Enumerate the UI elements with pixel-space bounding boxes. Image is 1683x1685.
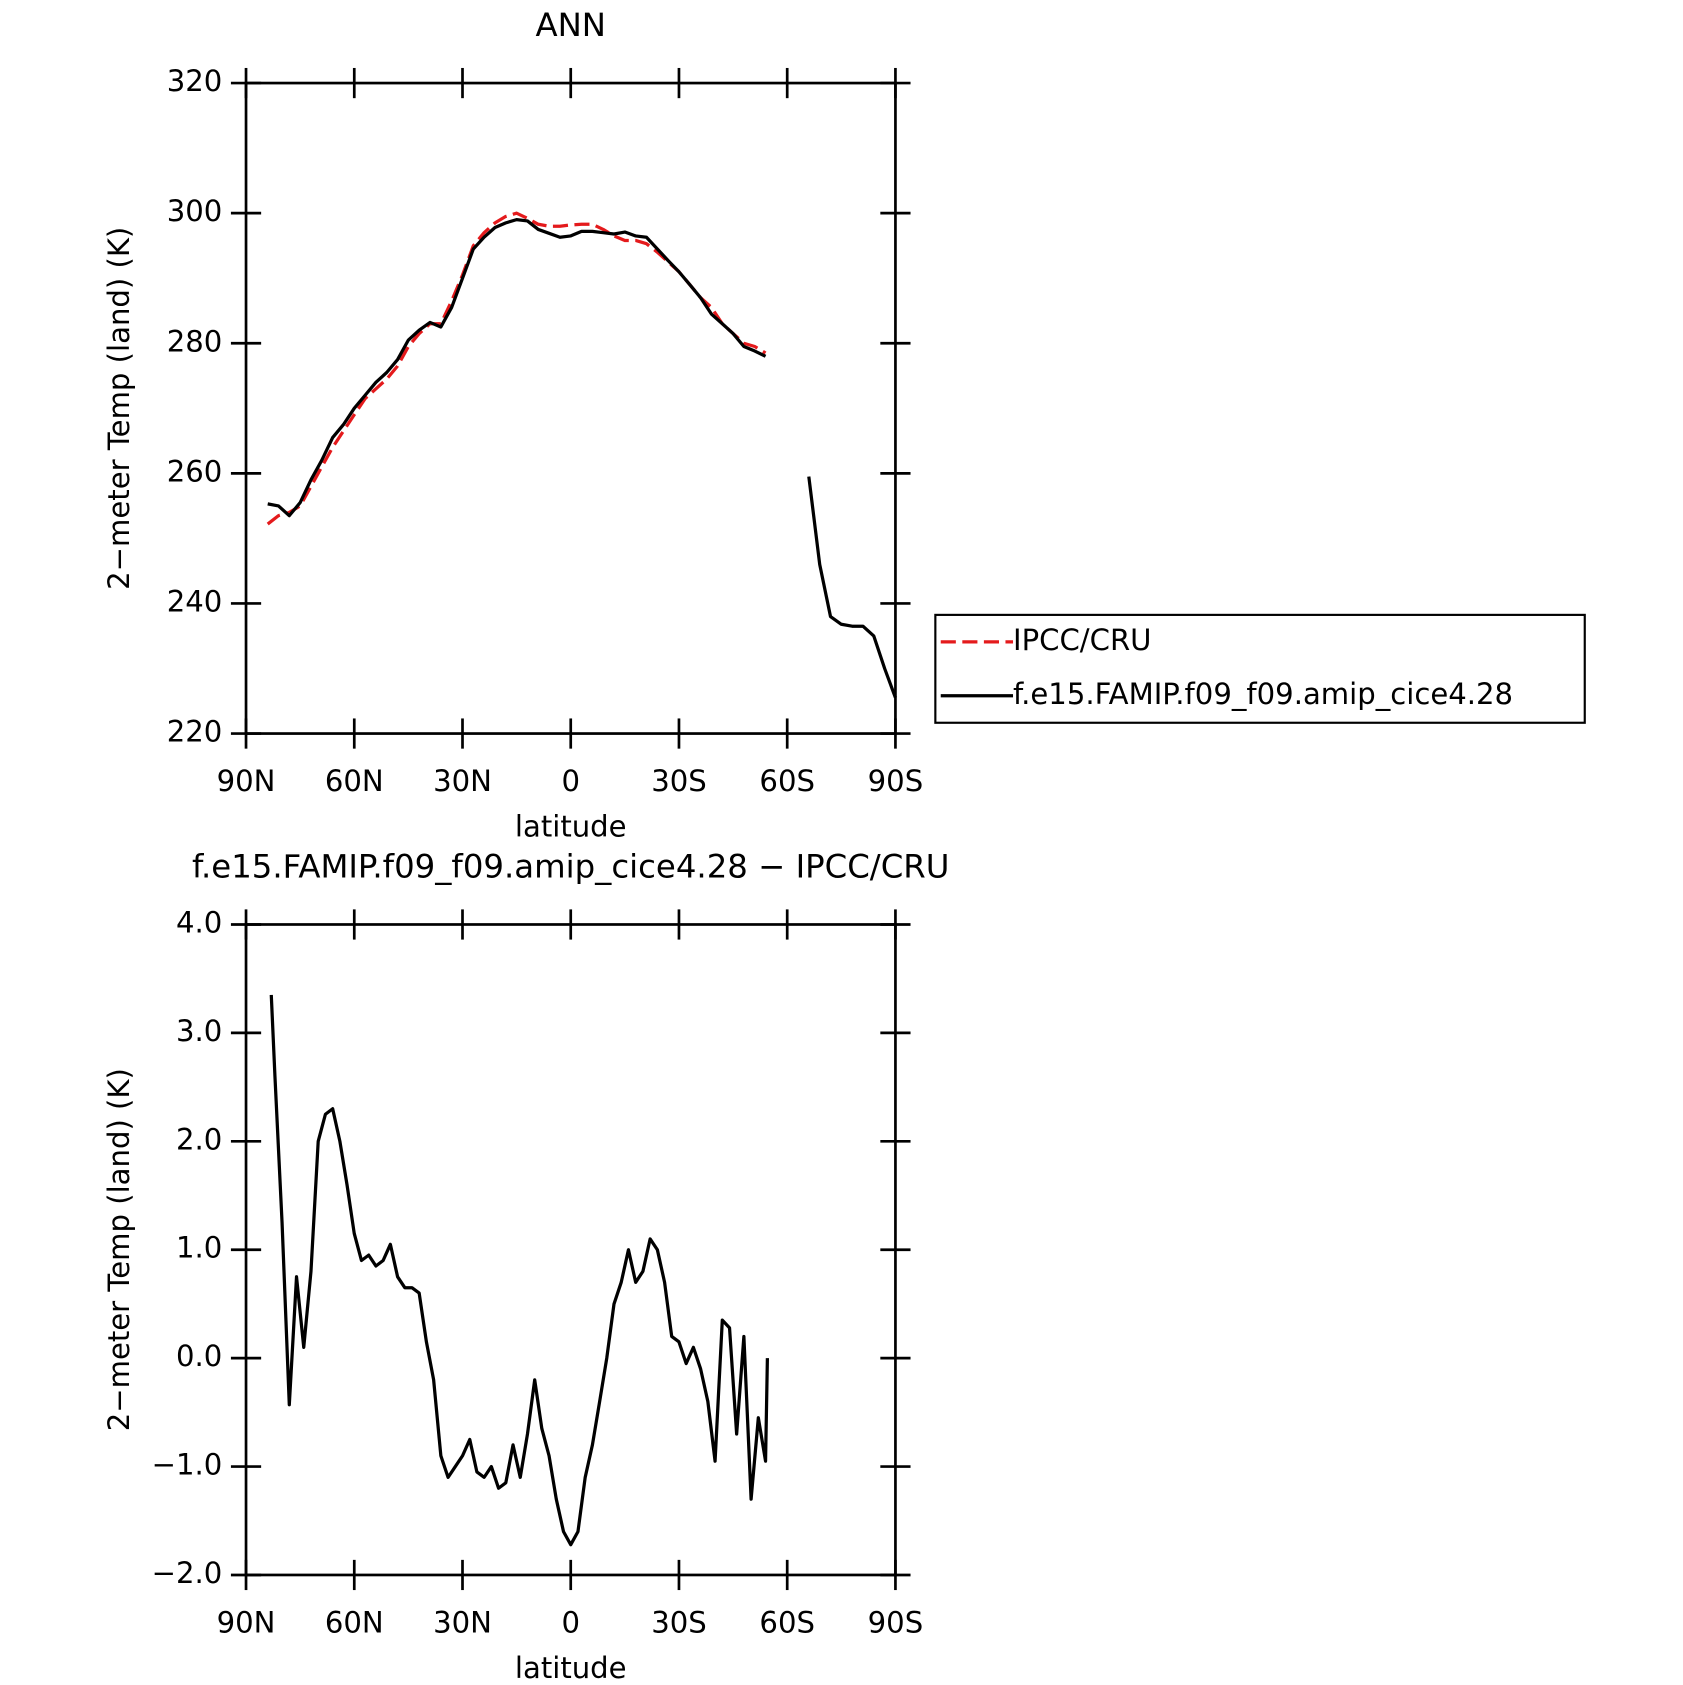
x-tick-label: 90N	[217, 764, 276, 798]
x-tick-label: 0	[561, 1606, 580, 1640]
y-axis-label: 2−meter Temp (land) (K)	[102, 227, 136, 590]
legend-label: IPCC/CRU	[1013, 623, 1151, 657]
x-tick-label: 0	[561, 764, 580, 798]
y-tick-label: 260	[167, 454, 223, 488]
x-tick-label: 30N	[433, 764, 492, 798]
x-axis-label: latitude	[515, 809, 627, 843]
y-tick-label: 240	[167, 584, 223, 618]
chart-title: f.e15.FAMIP.f09_f09.amip_cice4.28 − IPCC…	[192, 847, 949, 885]
chart-title: ANN	[535, 6, 606, 44]
y-tick-label: 2.0	[176, 1122, 222, 1156]
legend-label: f.e15.FAMIP.f09_f09.amip_cice4.28	[1013, 677, 1513, 711]
plot-frame	[244, 923, 897, 1577]
data-line	[267, 218, 897, 699]
x-tick-label: 30N	[433, 1606, 492, 1640]
x-tick-label: 60S	[759, 1606, 815, 1640]
x-tick-label: 90N	[217, 1606, 276, 1640]
y-tick-label: 300	[167, 194, 223, 228]
y-tick-label: 0.0	[176, 1339, 222, 1373]
x-tick-label: 60N	[325, 764, 384, 798]
x-tick-label: 60N	[325, 1606, 384, 1640]
y-axis-label: 2−meter Temp (land) (K)	[102, 1068, 136, 1431]
y-tick-label: 280	[167, 324, 223, 358]
x-tick-label: 30S	[651, 1606, 707, 1640]
y-tick-label: 220	[167, 715, 223, 749]
x-axis-label: latitude	[515, 1651, 627, 1685]
y-tick-label: 320	[167, 64, 223, 98]
data-line	[269, 994, 770, 1547]
plot-frame	[244, 81, 897, 735]
y-tick-label: −1.0	[152, 1448, 223, 1482]
y-tick-label: 4.0	[176, 905, 222, 939]
y-tick-label: 3.0	[176, 1014, 222, 1048]
x-tick-label: 60S	[759, 764, 815, 798]
legend-box	[934, 613, 1586, 724]
y-tick-label: −2.0	[152, 1556, 223, 1590]
x-tick-label: 90S	[868, 1606, 924, 1640]
x-tick-label: 90S	[868, 764, 924, 798]
y-tick-label: 1.0	[176, 1231, 222, 1265]
data-line	[266, 211, 767, 526]
x-tick-label: 30S	[651, 764, 707, 798]
